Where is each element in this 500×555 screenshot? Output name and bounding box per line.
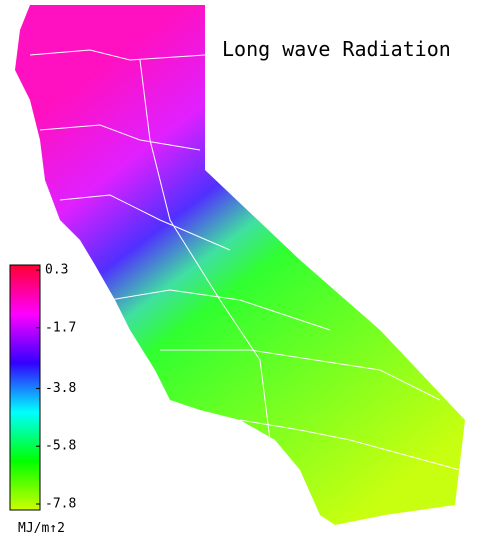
map-title: Long wave Radiation (222, 37, 451, 61)
tick-label: 0.3 (45, 263, 68, 278)
tick-label: -3.8 (45, 381, 76, 396)
tick-label: -1.7 (45, 320, 76, 335)
california-shape (15, 5, 465, 525)
tick-label: -7.8 (45, 497, 76, 512)
county-lines (29, 49, 461, 471)
legend-unit: MJ/m↑2 (18, 521, 65, 536)
tick-label: -5.8 (45, 439, 76, 454)
color-bar (9, 264, 41, 511)
